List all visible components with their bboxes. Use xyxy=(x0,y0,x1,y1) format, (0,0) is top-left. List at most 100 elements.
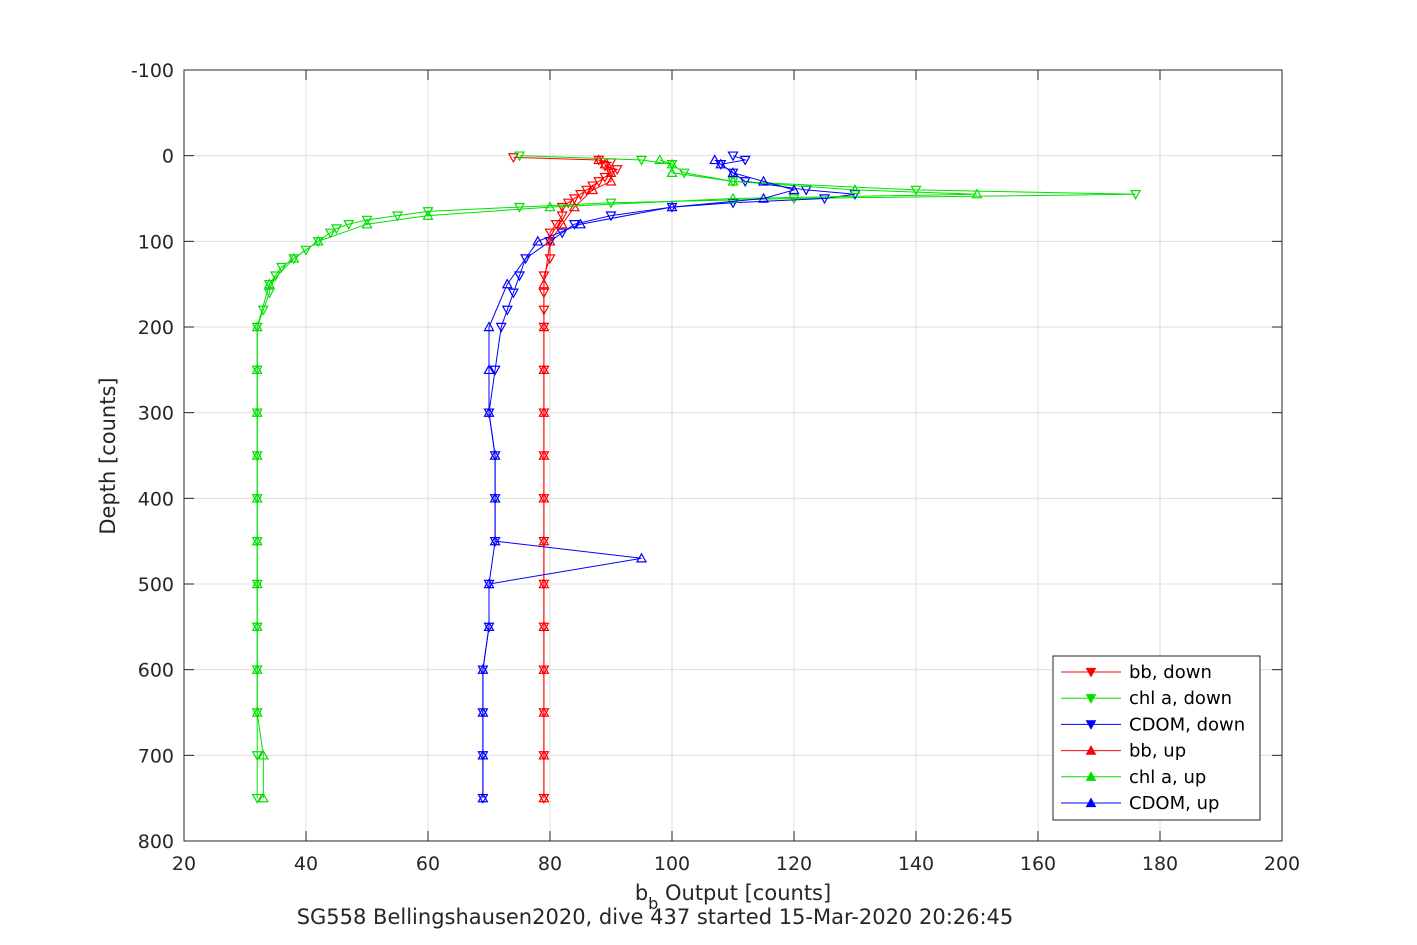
series-5 xyxy=(477,154,800,803)
legend-label: bb, up xyxy=(1129,741,1186,762)
data-point xyxy=(538,663,550,674)
x-tick-label: 120 xyxy=(776,853,812,875)
data-point xyxy=(739,155,751,166)
data-point xyxy=(605,211,617,222)
data-point xyxy=(556,228,568,239)
y-tick-label: 100 xyxy=(138,231,174,253)
data-point xyxy=(727,167,739,177)
data-point xyxy=(538,578,550,589)
data-point xyxy=(276,262,288,273)
data-point xyxy=(513,202,526,213)
data-point xyxy=(257,749,269,760)
data-point xyxy=(1130,190,1142,200)
data-point xyxy=(849,184,861,195)
y-tick-label: 800 xyxy=(138,831,174,853)
data-point xyxy=(251,751,263,762)
data-point xyxy=(483,364,495,375)
y-tick-label: 300 xyxy=(138,403,174,425)
series-layer xyxy=(251,151,1142,804)
data-point xyxy=(556,218,568,229)
data-point xyxy=(605,175,617,186)
data-point xyxy=(568,201,580,212)
x-tick-label: 60 xyxy=(416,853,440,875)
series-4 xyxy=(251,154,983,803)
data-point xyxy=(587,184,599,195)
data-point xyxy=(544,228,556,239)
data-point xyxy=(507,153,519,164)
axes-box xyxy=(183,69,1283,842)
series-line xyxy=(256,159,978,799)
data-point xyxy=(513,271,526,282)
legend-label: CDOM, up xyxy=(1129,793,1219,814)
x-axis-label: bb Output [counts] xyxy=(635,881,831,913)
y-tick-label: 600 xyxy=(138,660,174,682)
data-point xyxy=(251,706,263,717)
data-point xyxy=(251,492,263,503)
data-point xyxy=(361,218,373,229)
data-point xyxy=(489,535,501,546)
legend-marker xyxy=(1085,720,1097,730)
data-point xyxy=(477,749,489,760)
data-point xyxy=(550,220,562,230)
y-tick-label: 200 xyxy=(138,317,174,339)
data-point xyxy=(599,161,611,172)
legend-marker xyxy=(1085,771,1097,781)
data-point xyxy=(300,245,312,256)
data-point xyxy=(477,792,489,803)
data-point xyxy=(489,365,501,376)
data-point xyxy=(568,220,580,230)
data-point xyxy=(544,201,556,212)
x-tick-label: 20 xyxy=(172,853,196,875)
data-point xyxy=(727,192,739,203)
x-tick-label: 160 xyxy=(1020,853,1056,875)
series-3 xyxy=(538,154,617,803)
data-point xyxy=(727,175,739,186)
data-point xyxy=(788,184,800,195)
data-point xyxy=(251,621,263,632)
data-point xyxy=(538,492,550,503)
data-point xyxy=(666,167,678,177)
data-point xyxy=(477,663,489,674)
data-point xyxy=(538,792,550,803)
data-point xyxy=(666,201,678,212)
y-axis-label: Depth [counts] xyxy=(96,377,120,534)
x-tick-label: 200 xyxy=(1264,853,1300,875)
data-point xyxy=(910,185,922,196)
data-point xyxy=(538,364,550,375)
y-tick-label: 400 xyxy=(138,488,174,510)
x-axis-label-main: b xyxy=(635,881,648,905)
data-point xyxy=(251,364,263,375)
data-point xyxy=(251,578,263,589)
data-point xyxy=(678,168,690,179)
data-point xyxy=(605,167,617,177)
data-point xyxy=(513,151,526,162)
data-point xyxy=(251,321,263,332)
data-point xyxy=(654,154,666,165)
data-point xyxy=(251,793,263,804)
data-point xyxy=(727,198,739,209)
data-point xyxy=(489,492,501,503)
data-point xyxy=(324,228,336,239)
data-point xyxy=(538,406,550,417)
data-point xyxy=(288,252,300,263)
data-point xyxy=(501,278,513,289)
data-point xyxy=(757,192,770,203)
legend-label: bb, down xyxy=(1129,662,1212,683)
data-point xyxy=(538,535,550,546)
data-point xyxy=(532,235,544,246)
data-point xyxy=(391,211,404,222)
data-point xyxy=(538,706,550,717)
series-line xyxy=(482,159,796,799)
data-point xyxy=(849,190,861,200)
data-point xyxy=(507,288,519,299)
data-point xyxy=(343,220,355,230)
data-point xyxy=(483,578,495,589)
data-point xyxy=(538,449,550,460)
data-point xyxy=(501,305,513,316)
legend-marker xyxy=(1085,745,1097,755)
x-axis-label-rest: Output [counts] xyxy=(658,881,831,905)
legend-box xyxy=(1052,655,1261,821)
legend: bb, down chl a, down CDOM, down bb, up chl a… xyxy=(1052,655,1261,821)
data-point xyxy=(635,552,648,563)
